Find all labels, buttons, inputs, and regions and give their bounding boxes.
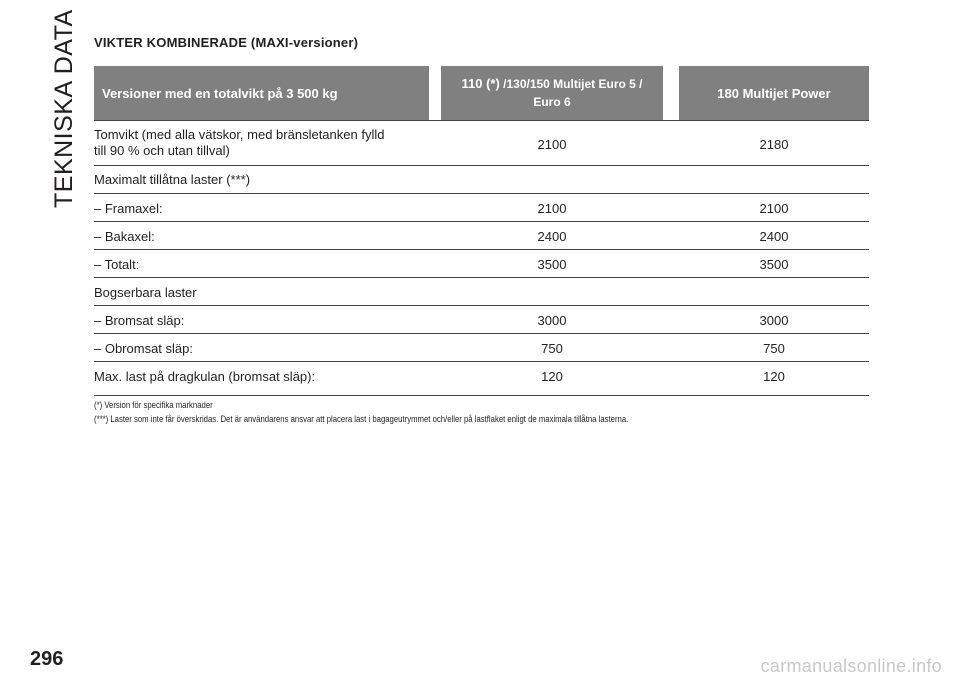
table-row: – Obromsat släp: 750 750	[94, 334, 869, 362]
row-value-col2: 2400	[759, 229, 789, 244]
table-header: Versioner med en totalvikt på 3 500 kg 1…	[94, 66, 869, 120]
table-row: Bogserbara laster	[94, 278, 869, 306]
row-value-col1: 2100	[537, 137, 567, 152]
footnotes: (*) Version för specifika marknader (***…	[94, 398, 628, 426]
row-label: Max. last på dragkulan (bromsat släp):	[94, 369, 316, 384]
header-euro6-label: Euro 6	[533, 95, 571, 109]
row-value-col1: 2100	[537, 201, 567, 216]
row-value-col2: 3500	[759, 257, 789, 272]
row-value-col1: 750	[541, 341, 563, 356]
table-row: – Totalt: 3500 3500	[94, 250, 869, 278]
table-row: – Bromsat släp: 3000 3000	[94, 306, 869, 334]
row-value-col1: 3000	[537, 313, 567, 328]
header-110-130-150: 110 (*) /130/150 Multijet Euro 5 / Euro …	[441, 66, 663, 120]
page-number: 296	[30, 648, 64, 670]
row-value-col1: 2400	[537, 229, 567, 244]
row-value-col2: 120	[763, 369, 785, 384]
row-value-col2: 2100	[759, 201, 789, 216]
footnote-loads: (***) Laster som inte får överskridas. D…	[94, 414, 629, 424]
table-row: – Bakaxel: 2400 2400	[94, 222, 869, 250]
table-row: Max. last på dragkulan (bromsat släp): 1…	[94, 362, 869, 396]
row-label: – Totalt:	[94, 257, 140, 272]
header-versions: Versioner med en totalvikt på 3 500 kg	[94, 66, 429, 120]
header-130-150-label: /130/150 Multijet Euro 5 /	[499, 77, 643, 91]
row-label-line2: till 90 % och utan tillval)	[94, 143, 230, 158]
header-110-label: 110 (*)	[461, 76, 500, 91]
table-row: Tomvikt (med alla vätskor, med bränsleta…	[94, 120, 869, 166]
watermark-text: carmanualsonline.info	[760, 656, 942, 676]
row-value-col2: 750	[763, 341, 785, 356]
header-180-power: 180 Multijet Power	[679, 66, 869, 120]
section-title: VIKTER KOMBINERADE (MAXI-versioner)	[94, 35, 359, 50]
footnote-version: (*) Version för specifika marknader	[94, 400, 213, 410]
row-label: – Bakaxel:	[94, 229, 155, 244]
chapter-side-title: TEKNISKA DATA	[50, 9, 78, 208]
row-label: Tomvikt (med alla vätskor, med bränsleta…	[94, 127, 384, 159]
row-label: – Obromsat släp:	[94, 341, 193, 356]
row-value-col2: 3000	[759, 313, 789, 328]
row-value-col1: 120	[541, 369, 563, 384]
weights-table: Tomvikt (med alla vätskor, med bränsleta…	[94, 120, 869, 396]
row-label: – Framaxel:	[94, 201, 163, 216]
row-label: – Bromsat släp:	[94, 313, 185, 328]
row-label-line1: Tomvikt (med alla vätskor, med bränsleta…	[94, 127, 385, 142]
table-row: – Framaxel: 2100 2100	[94, 194, 869, 222]
row-label: Maximalt tillåtna laster (***)	[94, 172, 251, 187]
row-value-col1: 3500	[537, 257, 567, 272]
row-value-col2: 2180	[759, 137, 789, 152]
row-label: Bogserbara laster	[94, 285, 197, 300]
table-row: Maximalt tillåtna laster (***)	[94, 166, 869, 194]
